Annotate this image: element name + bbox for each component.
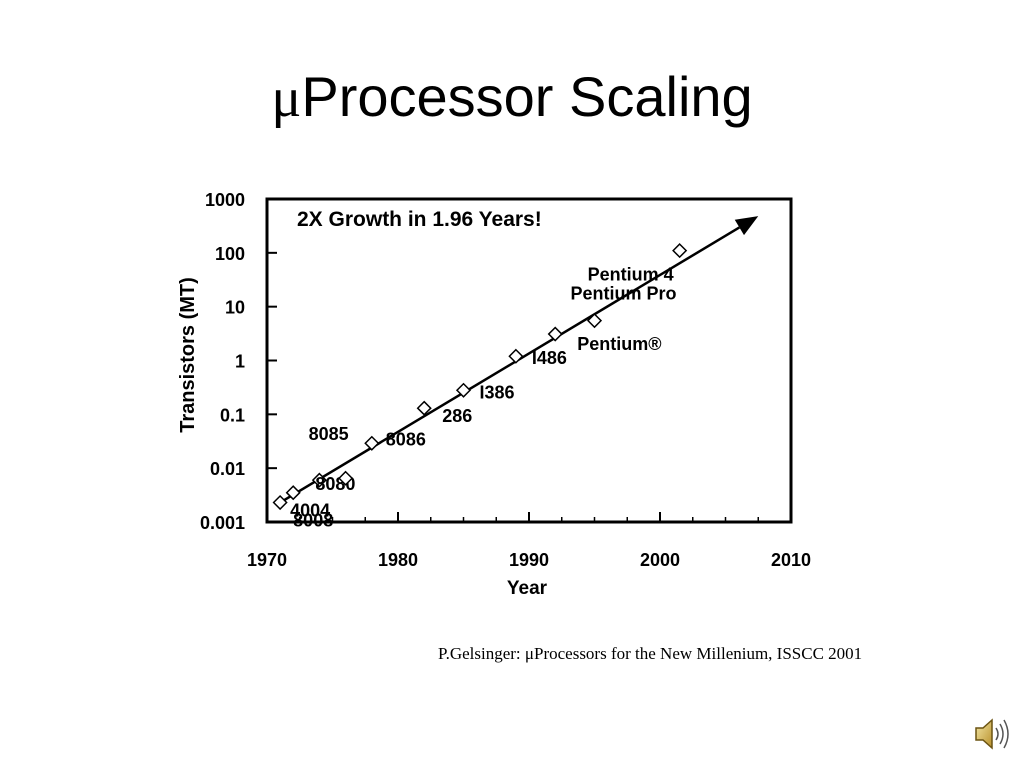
x-tick-label: 1990 [509,550,549,570]
y-tick-label: 10 [225,298,245,318]
data-point-label: I486 [532,348,567,368]
source-caption: P.Gelsinger: μProcessors for the New Mil… [438,644,863,663]
data-point-label: Pentium Pro [571,284,677,304]
data-point-marker [338,470,354,486]
data-point-marker [547,326,563,342]
y-tick-label: 100 [215,244,245,264]
data-point-label: 8085 [309,424,349,444]
data-point-label: 8008 [293,511,333,531]
x-tick-label: 1980 [378,550,418,570]
data-point-marker [364,435,380,451]
transistor-scaling-chart: 0.001 0.01 0.1 1 10 100 1000 1970 1980 1990 2000 2… [177,190,811,599]
data-point-marker [416,400,432,416]
data-point-label: 286 [442,406,472,426]
data-point-marker [272,494,288,511]
y-tick-label: 0.1 [220,405,245,425]
x-tick-label: 1970 [247,550,287,570]
y-tick-label: 1 [235,352,245,372]
y-axis-ticks: 0.001 0.01 0.1 1 10 100 1000 [200,190,277,533]
x-tick-label: 2000 [640,550,680,570]
chart-title: 2X Growth in 1.96 Years! [297,208,542,231]
y-tick-label: 0.001 [200,513,245,533]
x-axis-minor-ticks [299,517,759,522]
y-tick-label: 0.01 [210,459,245,479]
trend-line [279,226,741,504]
data-point-marker [672,243,688,259]
y-tick-label: 1000 [205,190,245,210]
y-axis-label: Transistors (MT) [177,277,199,433]
title-text: Processor Scaling [301,65,753,128]
data-point-label: 4004 [290,501,330,521]
x-axis-label: Year [507,578,548,599]
data-point-marker [311,472,327,488]
speaker-icon[interactable] [972,716,1010,752]
data-point-marker [285,485,301,501]
data-point-label: 8086 [386,429,426,449]
data-point-marker [455,382,472,398]
x-tick-label: 2010 [771,550,811,570]
data-point-marker [586,313,603,329]
data-point-marker [508,348,524,364]
x-axis-ticks: 1970 1980 1990 2000 2010 [247,512,811,570]
trend-arrowhead [734,216,759,236]
slide-title: μProcessor Scaling [0,62,1024,133]
data-point-label: Pentium® [577,334,661,354]
title-mu-symbol: μ [271,67,302,129]
data-point-label: Pentium 4 [588,265,674,285]
data-point-label: I386 [480,382,515,402]
